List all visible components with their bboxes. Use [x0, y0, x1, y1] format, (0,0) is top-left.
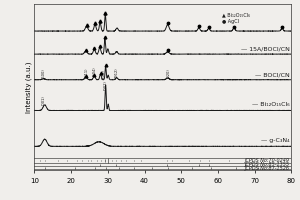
Text: (020): (020) — [167, 68, 170, 78]
Text: (912): (912) — [115, 68, 119, 77]
Text: — BOCl/CN: — BOCl/CN — [255, 73, 290, 78]
Text: ● AgCl: ● AgCl — [222, 19, 238, 24]
Text: JCPDS No:87-1526: JCPDS No:87-1526 — [244, 166, 290, 171]
Y-axis label: Intensity (a.u.): Intensity (a.u.) — [25, 61, 32, 113]
Text: (211): (211) — [85, 68, 88, 77]
Text: — Bi₁₂O₁₅Cl₆: — Bi₁₂O₁₅Cl₆ — [252, 102, 290, 107]
Text: JCPDS No:70-0249: JCPDS No:70-0249 — [244, 158, 290, 163]
Text: (604): (604) — [93, 67, 97, 76]
Text: (600): (600) — [42, 68, 46, 78]
Text: — g-C₃N₄: — g-C₃N₄ — [261, 138, 290, 143]
Text: ▲ Bi₁₂O₁₅Cl₆: ▲ Bi₁₂O₁₅Cl₆ — [222, 13, 250, 18]
Text: — 15A/BOCl/CN: — 15A/BOCl/CN — [241, 46, 290, 51]
Text: (405): (405) — [102, 69, 106, 79]
Text: JCPDS No:85-1355: JCPDS No:85-1355 — [244, 162, 290, 167]
Text: (002): (002) — [104, 80, 108, 90]
Text: (001): (001) — [42, 96, 46, 105]
